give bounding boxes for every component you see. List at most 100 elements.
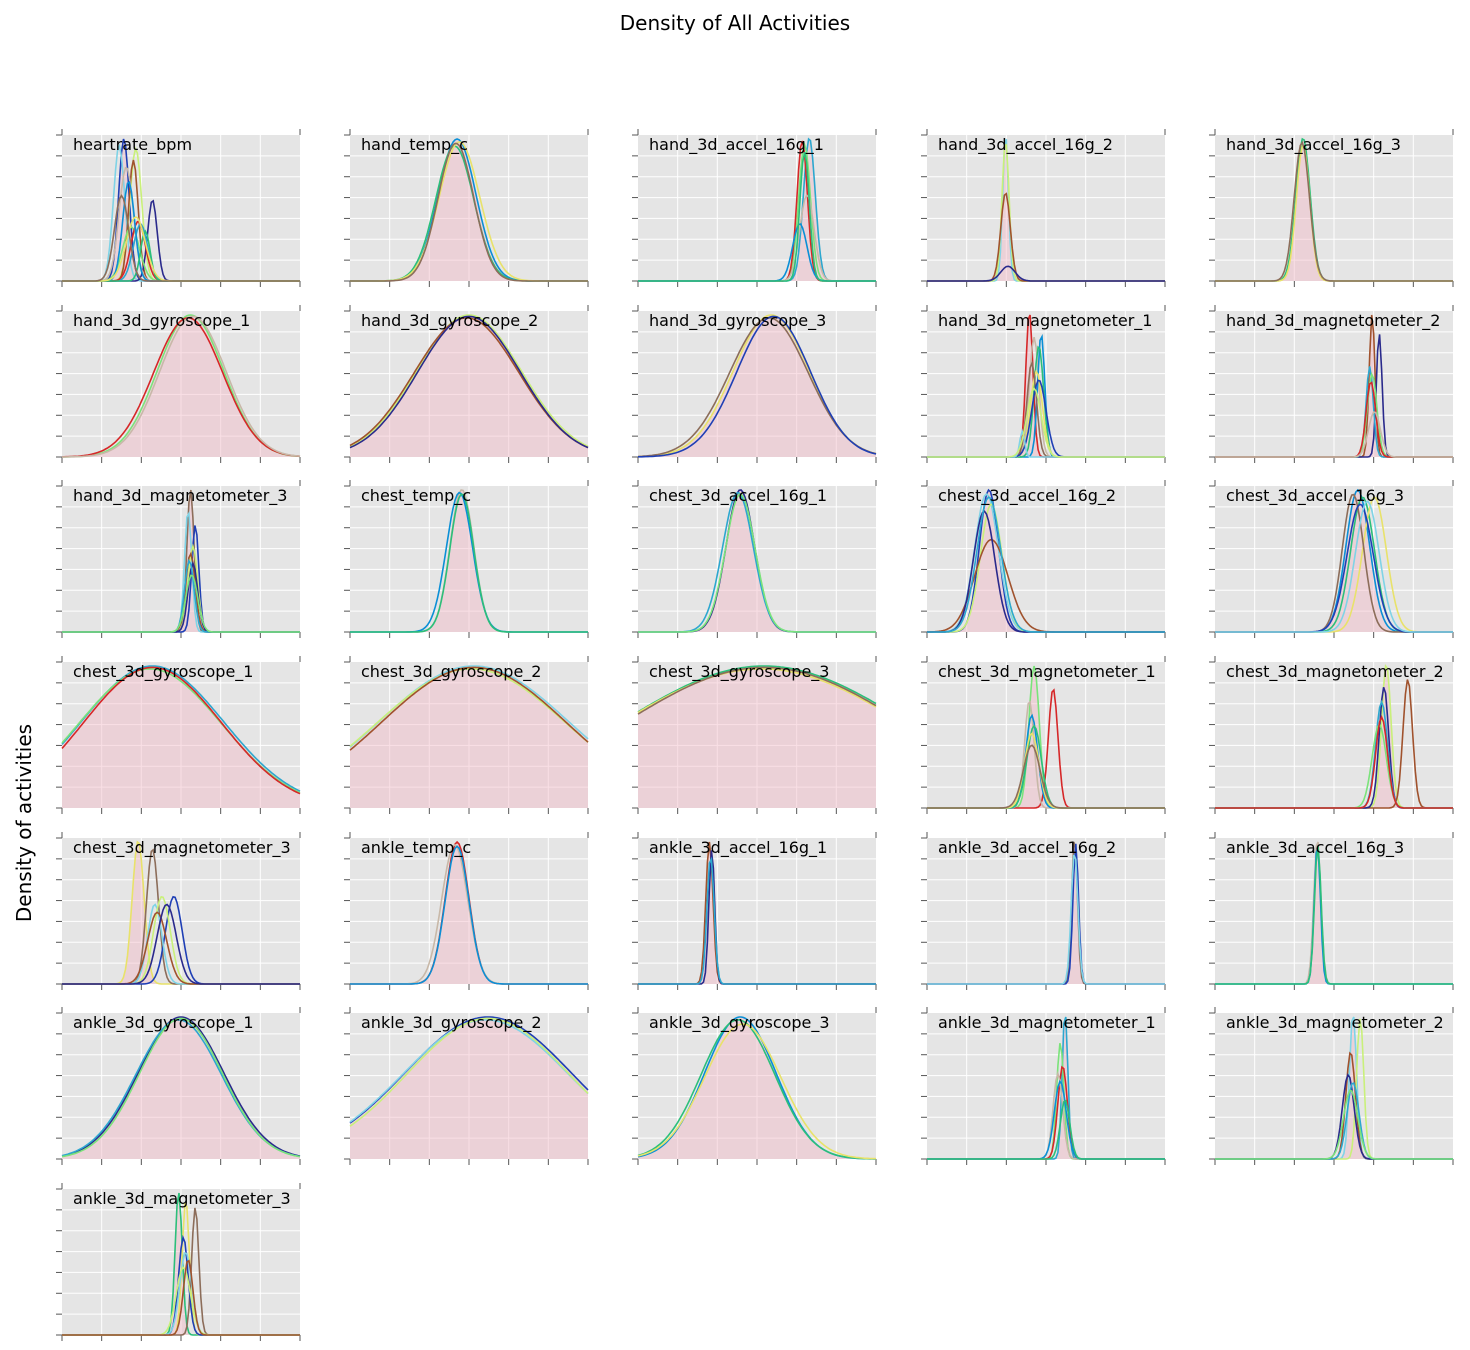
density-fill-area — [350, 666, 588, 808]
density-fill-area — [927, 490, 1165, 632]
density-series-line — [638, 151, 876, 282]
subplot: ankle_3d_gyroscope_1 — [56, 1007, 301, 1165]
density-fill-area — [62, 315, 300, 457]
density-fill-area — [350, 315, 588, 457]
subplot-title: hand_3d_gyroscope_2 — [361, 311, 538, 331]
density-series-line — [927, 265, 1165, 282]
density-series-line — [349, 667, 589, 747]
density-series-line — [350, 142, 588, 282]
density-series-line — [637, 1018, 877, 1160]
subplot-title: hand_3d_accel_16g_1 — [649, 135, 824, 155]
subplot: hand_3d_accel_16g_1 — [632, 129, 877, 287]
subplot-title: chest_3d_accel_16g_1 — [649, 486, 827, 506]
subplot-title: ankle_3d_gyroscope_1 — [73, 1013, 254, 1033]
density-series-line — [927, 854, 1165, 985]
subplot-title: hand_3d_magnetometer_3 — [73, 486, 287, 506]
density-series-line — [1215, 140, 1453, 282]
density-series-line — [349, 314, 589, 448]
density-fill-area — [638, 315, 876, 457]
density-series-line — [350, 493, 588, 633]
subplot: ankle_3d_magnetometer_1 — [921, 1007, 1166, 1165]
density-fill-area — [350, 139, 588, 281]
subplot-title: ankle_3d_gyroscope_3 — [649, 1013, 830, 1033]
subplot: chest_3d_accel_16g_1 — [632, 480, 877, 638]
subplot-title: chest_3d_accel_16g_3 — [1226, 486, 1404, 506]
subplot: ankle_3d_gyroscope_3 — [632, 1007, 877, 1165]
subplot-title: chest_3d_gyroscope_2 — [361, 662, 541, 682]
density-series-line — [637, 666, 877, 715]
density-series-line — [61, 666, 301, 795]
subplot: hand_3d_gyroscope_2 — [344, 305, 589, 463]
density-series-line — [1215, 1089, 1453, 1160]
subplot: chest_3d_gyroscope_2 — [344, 656, 589, 814]
density-series-line — [638, 856, 876, 985]
density-series-line — [61, 1016, 301, 1157]
density-series-line — [62, 194, 300, 282]
subplot: chest_3d_gyroscope_1 — [56, 656, 301, 814]
figure-title: Density of All Activities — [619, 11, 851, 35]
subplot: chest_temp_c — [344, 480, 589, 638]
density-series-line — [61, 1017, 301, 1158]
subplot: hand_3d_gyroscope_3 — [632, 305, 877, 463]
density-fill-area — [62, 666, 300, 808]
subplot: ankle_3d_accel_16g_3 — [1209, 832, 1454, 990]
subplot-title: hand_3d_accel_16g_2 — [938, 135, 1113, 155]
subplot: heartrate_bpm — [56, 129, 301, 287]
subplot: hand_3d_magnetometer_1 — [921, 305, 1166, 463]
density-series-line — [927, 1099, 1165, 1160]
density-series-line — [62, 574, 300, 633]
subplot-title: ankle_3d_magnetometer_3 — [73, 1189, 291, 1209]
density-series-line — [62, 1259, 300, 1336]
density-series-line — [62, 315, 301, 458]
subplot-title: hand_3d_magnetometer_2 — [1226, 311, 1440, 331]
density-fill-area — [638, 1017, 876, 1159]
subplot: hand_3d_accel_16g_3 — [1209, 129, 1454, 287]
subplot: hand_3d_magnetometer_3 — [56, 480, 301, 638]
density-fill-area — [350, 490, 588, 632]
density-series-line — [927, 387, 1165, 458]
density-series-line — [1215, 411, 1453, 458]
subplot: ankle_3d_accel_16g_2 — [921, 832, 1166, 990]
density-series-line — [1215, 500, 1453, 633]
density-series-line — [637, 1023, 877, 1160]
subplot: hand_3d_magnetometer_2 — [1209, 305, 1454, 463]
density-fill-area — [350, 842, 588, 984]
subplot-title: ankle_3d_magnetometer_1 — [938, 1013, 1156, 1033]
subplot-title: ankle_3d_magnetometer_2 — [1226, 1013, 1444, 1033]
density-fill-area — [638, 666, 876, 808]
subplot-title: heartrate_bpm — [73, 135, 192, 155]
subplot-title: chest_3d_gyroscope_1 — [73, 662, 253, 682]
subplot-title: ankle_3d_accel_16g_1 — [649, 838, 827, 858]
density-series-line — [62, 903, 300, 985]
subplot: chest_3d_magnetometer_3 — [56, 832, 301, 990]
subplot-title: hand_temp_c — [361, 135, 468, 155]
subplot-title: hand_3d_gyroscope_1 — [73, 311, 250, 331]
density-series-line — [349, 315, 589, 449]
density-fill-area — [1215, 666, 1453, 808]
density-series-line — [638, 493, 876, 633]
subplot-title: chest_3d_accel_16g_2 — [938, 486, 1116, 506]
subplot: chest_3d_gyroscope_3 — [632, 656, 877, 814]
subplot: ankle_3d_magnetometer_2 — [1209, 1007, 1454, 1165]
density-series-line — [927, 496, 1165, 633]
subplot: ankle_3d_gyroscope_2 — [344, 1007, 589, 1165]
subplot: hand_3d_accel_16g_2 — [921, 129, 1166, 287]
density-fill-area — [350, 1017, 588, 1159]
subplot-title: ankle_3d_accel_16g_2 — [938, 838, 1116, 858]
subplot-title: ankle_3d_accel_16g_3 — [1226, 838, 1404, 858]
density-fill-area — [62, 139, 300, 281]
subplot: chest_3d_magnetometer_2 — [1209, 656, 1454, 814]
density-series-line — [349, 1017, 589, 1127]
subplot-title: chest_3d_magnetometer_2 — [1226, 662, 1444, 682]
subplot-title: hand_3d_gyroscope_3 — [649, 311, 826, 331]
subplot: hand_3d_gyroscope_1 — [56, 305, 301, 463]
density-series-line — [62, 317, 301, 458]
density-series-line — [1215, 846, 1453, 985]
density-series-line — [637, 665, 877, 713]
subplot-title: chest_3d_magnetometer_3 — [73, 838, 291, 858]
density-fill-area — [62, 1017, 300, 1159]
subplot: chest_3d_magnetometer_1 — [921, 656, 1166, 814]
density-series-line — [638, 315, 877, 458]
subplot: chest_3d_accel_16g_2 — [921, 480, 1166, 638]
density-series-line — [349, 666, 589, 751]
